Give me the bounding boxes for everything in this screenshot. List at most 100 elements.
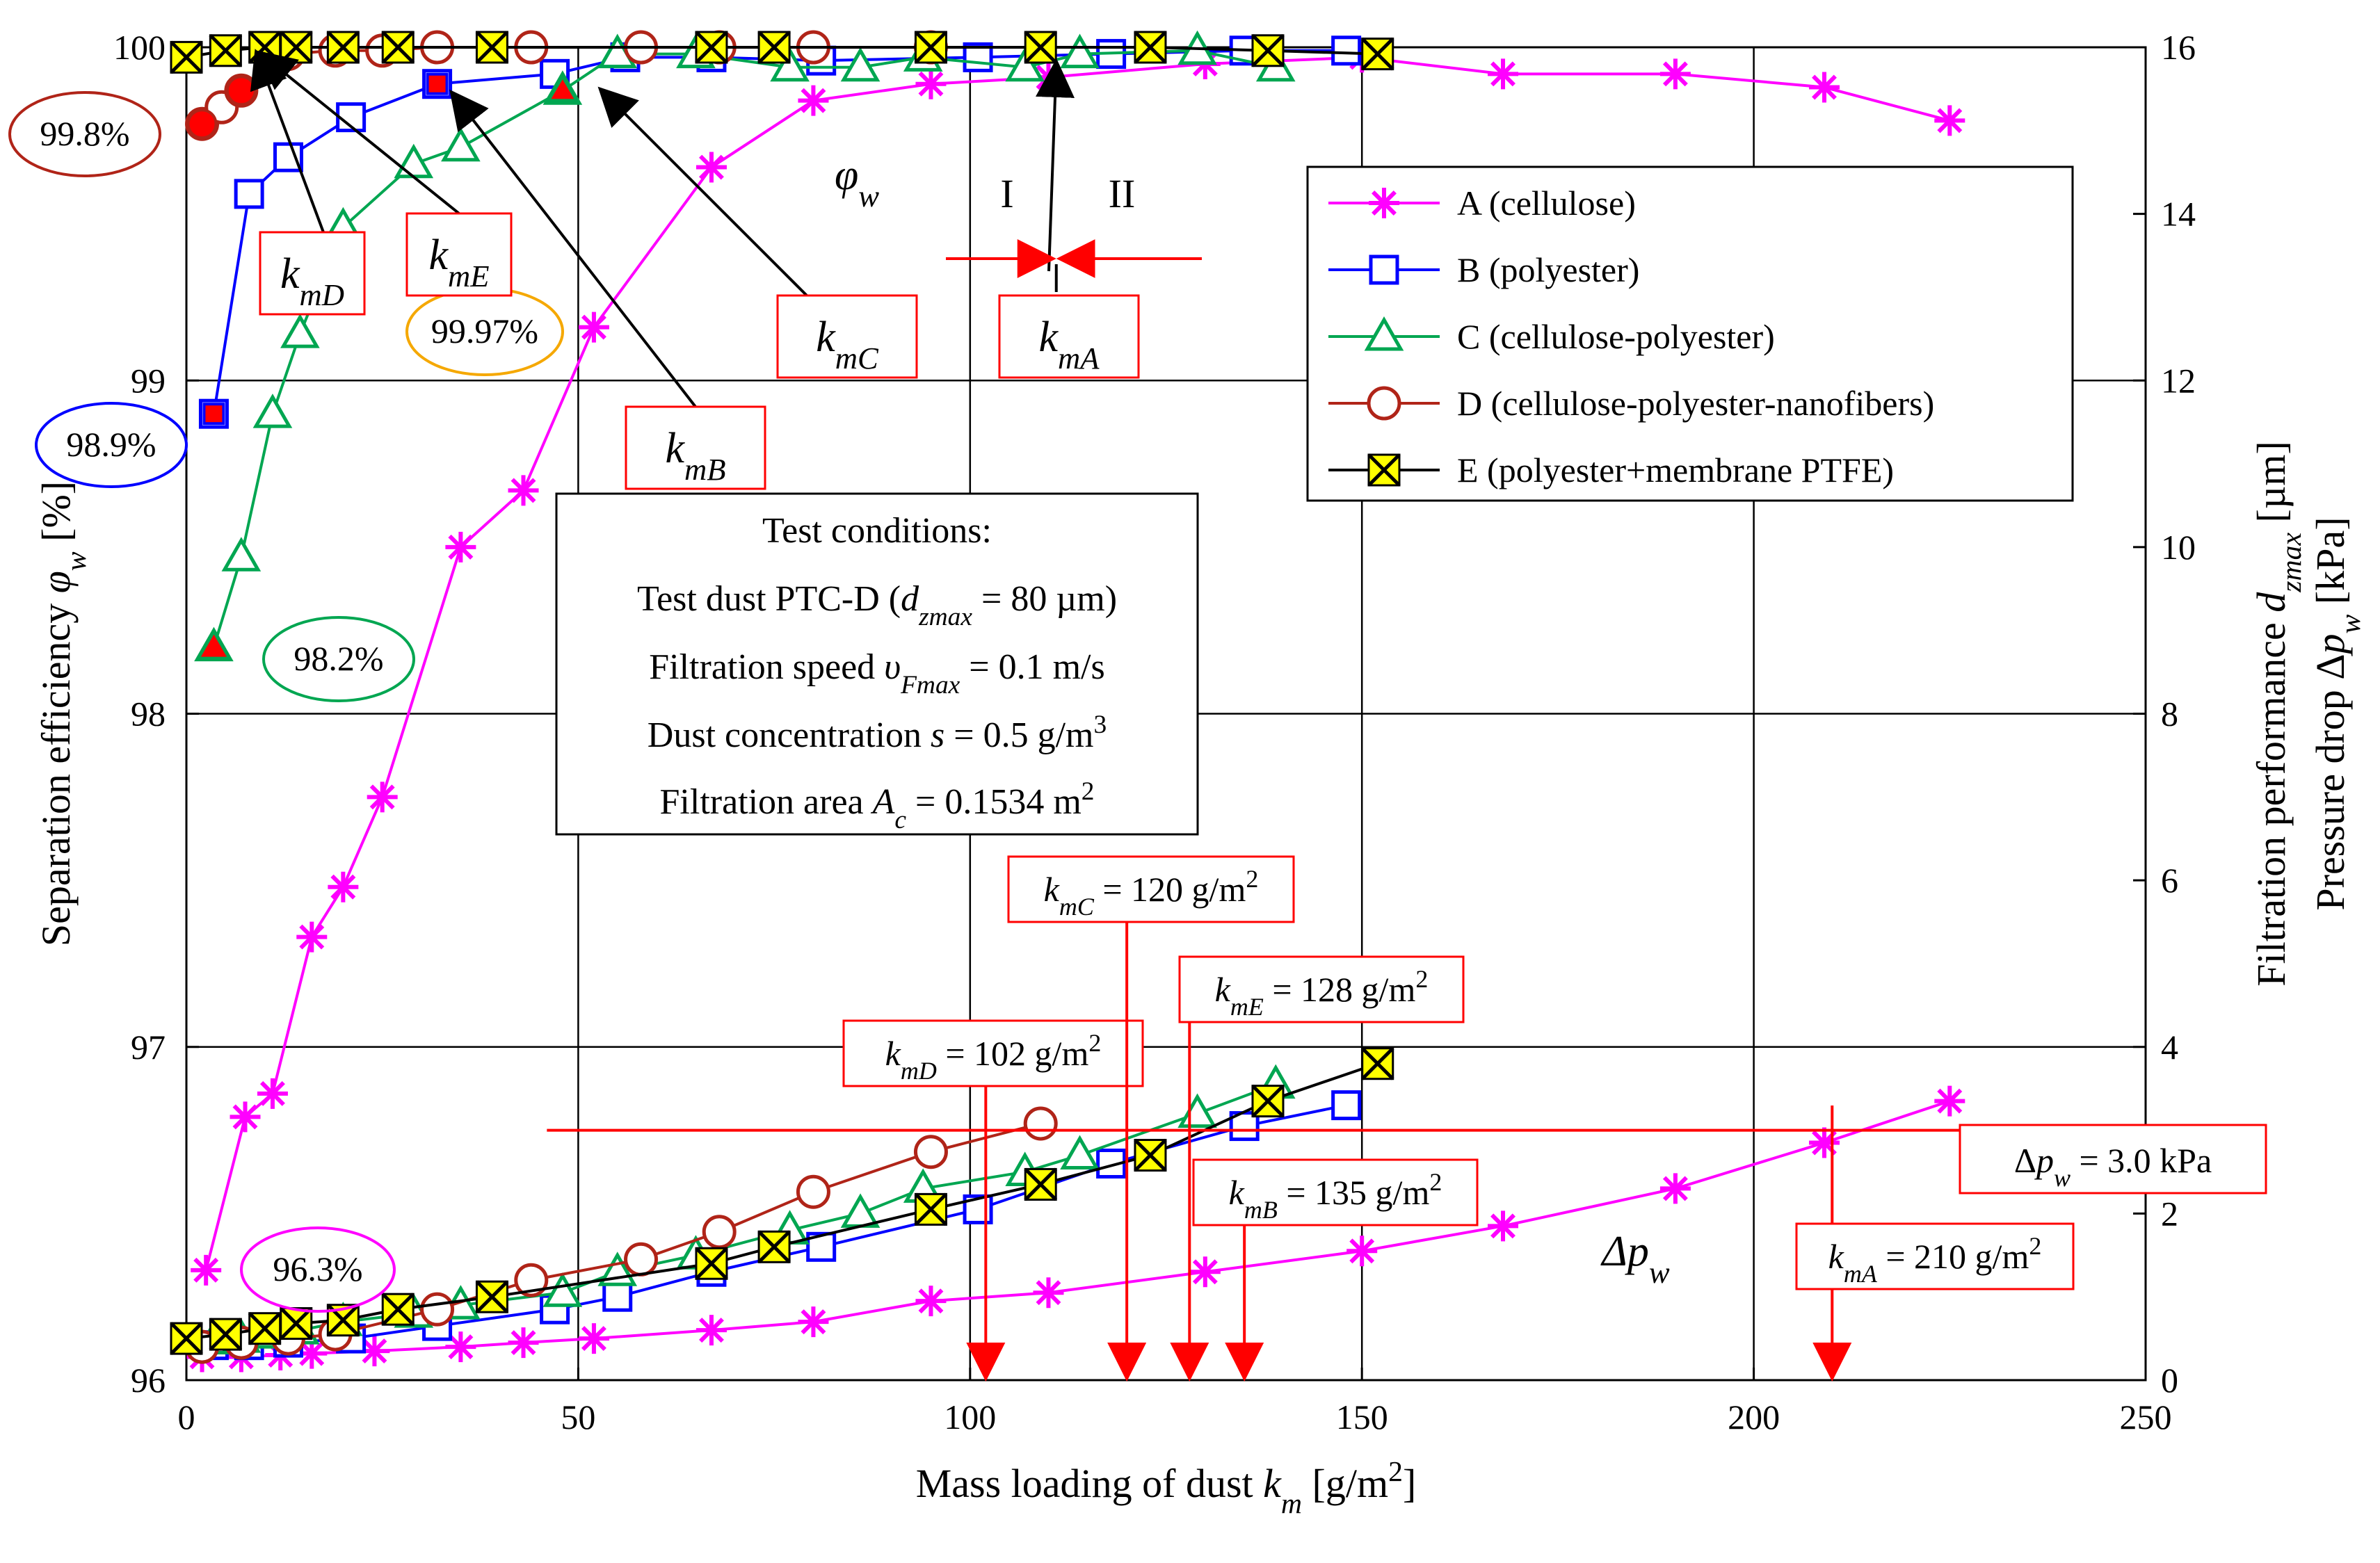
data-point-A-pressure_drop xyxy=(1934,1085,1965,1117)
data-point-A-efficiency-stroke xyxy=(369,784,395,810)
data-point-A-efficiency xyxy=(328,871,359,902)
pointer-arrow xyxy=(1036,58,1075,272)
data-point-A-efficiency-stroke xyxy=(801,88,826,113)
data-point-B-pressure_drop xyxy=(1331,1090,1362,1121)
data-point-A-efficiency xyxy=(1659,58,1691,90)
data-point-E-pressure_drop-x2 xyxy=(209,1318,243,1351)
km-label-frame xyxy=(1178,955,1465,1023)
data-point-A-efficiency-stroke xyxy=(232,1104,258,1130)
legend-box xyxy=(1306,165,2074,502)
y-right-tick-label: 6 xyxy=(2161,861,2178,900)
km-marker-kmB: kmB = 135 g/m2 xyxy=(1192,1158,1479,1382)
data-point-A-pressure_drop-stroke xyxy=(362,1338,387,1364)
data-point-E-pressure_drop-x2 xyxy=(326,1303,360,1337)
data-point-E-efficiency xyxy=(279,31,313,64)
data-point-A-pressure_drop-stroke xyxy=(1349,1238,1375,1264)
test-conditions-box: Test conditions: Test dust PTC-D (dzmax =… xyxy=(555,492,1199,836)
y-left-tick-label: 98 xyxy=(131,695,166,734)
data-point-A-efficiency xyxy=(1934,105,1965,136)
data-point-A-efficiency xyxy=(191,1254,222,1286)
data-point-E-efficiency-x2 xyxy=(757,31,791,64)
pointer-kmB: kmB xyxy=(449,89,766,490)
data-point-E-pressure_drop-x2 xyxy=(170,1322,203,1355)
legend-marker-stroke xyxy=(1372,191,1397,216)
data-point-A-efficiency-stroke xyxy=(1812,74,1837,100)
data-point-A-pressure_drop-stroke xyxy=(581,1326,606,1352)
x-tick-label: 250 xyxy=(2120,1398,2172,1436)
data-point-A-pressure_drop-stroke xyxy=(1662,1176,1688,1201)
legend-label: D (cellulose-polyester-nanofibers) xyxy=(1457,384,1934,423)
initial-label-C: 98.2% xyxy=(262,616,415,702)
data-point-A-pressure_drop xyxy=(1488,1210,1519,1242)
y-right-tick-label: 2 xyxy=(2161,1194,2178,1233)
series-E xyxy=(170,31,1394,1355)
data-point-A-pressure_drop xyxy=(1809,1127,1840,1158)
data-point-A-pressure_drop-stroke xyxy=(1192,1259,1218,1285)
initial-label-B: 98.9% xyxy=(35,402,188,488)
km-marker-kmE: kmE = 128 g/m2 xyxy=(1170,955,1465,1382)
data-point-A-efficiency-stroke xyxy=(259,1080,285,1106)
pointer-label: kmA xyxy=(1038,314,1100,375)
initial-label-D-outline xyxy=(8,91,161,177)
initial-point-C xyxy=(195,629,232,660)
pointer-arrow xyxy=(256,50,460,215)
data-point-D-pressure_drop xyxy=(514,1263,549,1297)
initial-label-B-outline xyxy=(35,402,188,488)
data-point-E-pressure_drop xyxy=(695,1247,728,1281)
km-label: kmB = 135 g/m2 xyxy=(1229,1168,1442,1224)
data-point-C-efficiency xyxy=(221,537,262,572)
data-point-D-pressure_drop xyxy=(913,1135,948,1169)
test-conditions-title: Test conditions: xyxy=(762,511,992,551)
data-point-E-pressure_drop xyxy=(914,1192,948,1226)
pointer-label: kmB xyxy=(665,425,725,487)
data-point-A-pressure_drop-stroke xyxy=(918,1288,944,1314)
x-tick-label: 100 xyxy=(944,1398,996,1436)
data-point-E-pressure_drop-x2 xyxy=(248,1311,282,1345)
data-point-E-efficiency-x2 xyxy=(209,34,243,67)
initial-point-D xyxy=(186,108,218,140)
data-point-E-pressure_drop xyxy=(757,1230,791,1264)
initial-label-D: 99.8% xyxy=(8,91,161,177)
data-point-A-pressure_drop-stroke xyxy=(299,1341,325,1366)
data-point-A-efficiency-stroke xyxy=(510,478,536,503)
km-label-frame xyxy=(1192,1158,1479,1226)
data-point-C-efficiency xyxy=(840,47,881,82)
data-point-E-efficiency xyxy=(1360,37,1394,71)
data-point-E-pressure_drop-x2 xyxy=(475,1280,509,1313)
x-tick-label: 200 xyxy=(1728,1398,1780,1436)
data-point-E-pressure_drop-x2 xyxy=(1251,1084,1285,1118)
legend-label: E (polyester+membrane PTFE) xyxy=(1457,451,1894,489)
x-tick-label: 50 xyxy=(561,1398,595,1436)
initial-label-B-text: 98.9% xyxy=(66,425,156,464)
y-left-tick-label: 96 xyxy=(131,1361,166,1400)
y-right-tick-label: 14 xyxy=(2161,195,2196,234)
data-point-A-efficiency-stroke xyxy=(1662,61,1688,87)
data-point-E-pressure_drop xyxy=(1251,1084,1285,1118)
data-point-A-pressure_drop xyxy=(578,1323,609,1354)
pointer-label-frame xyxy=(998,294,1140,379)
data-point-E-pressure_drop xyxy=(1360,1046,1394,1080)
data-point-E-efficiency xyxy=(475,31,509,64)
text-layer: Mass loading of dust km [g/m2] Separation… xyxy=(33,152,2367,1520)
test-conditions-concentration: Dust concentration s = 0.5 g/m3 xyxy=(648,711,1107,756)
pointer-kmE: kmE xyxy=(256,50,513,297)
data-point-A-efficiency-stroke xyxy=(918,71,944,97)
initial-label-E-text: 99.97% xyxy=(431,311,538,350)
x-tick-label: 150 xyxy=(1336,1398,1388,1436)
threshold-label-box: Δpw = 3.0 kPa xyxy=(1959,1124,2267,1194)
data-point-D-pressure_drop xyxy=(624,1242,659,1277)
pointer-label-frame xyxy=(259,231,366,316)
data-point-E-efficiency xyxy=(695,31,728,64)
data-point-A-pressure_drop-stroke xyxy=(1937,1088,1963,1114)
data-point-A-efficiency xyxy=(1488,58,1519,90)
data-point-A-pressure_drop-stroke xyxy=(510,1330,536,1356)
legend-marker xyxy=(1367,453,1401,487)
data-point-A-pressure_drop xyxy=(1033,1277,1064,1309)
data-point-A-efficiency-stroke xyxy=(1490,61,1515,87)
x-tick-label: 0 xyxy=(178,1398,195,1436)
data-point-E-pressure_drop-x2 xyxy=(381,1293,415,1326)
data-point-A-efficiency xyxy=(1809,72,1840,103)
pointer-label: kmD xyxy=(280,250,344,312)
data-point-A-efficiency-stroke xyxy=(581,314,606,340)
data-point-A-pressure_drop-stroke xyxy=(1036,1280,1061,1306)
